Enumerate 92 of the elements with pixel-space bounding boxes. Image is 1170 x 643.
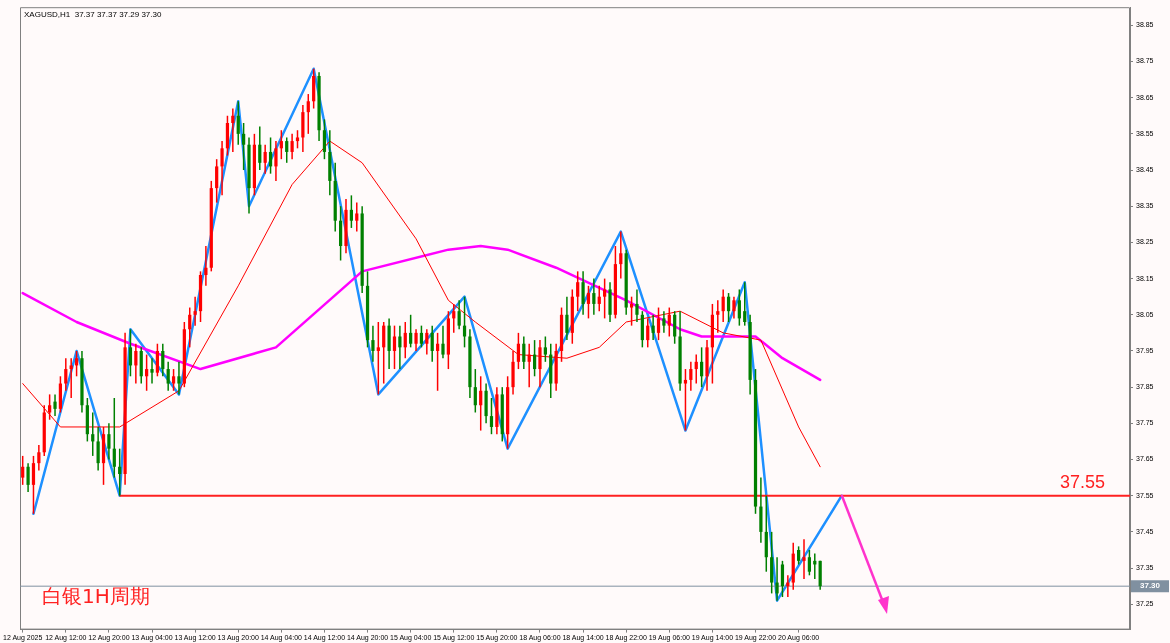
candlestick — [716, 299, 720, 334]
candlestick — [780, 560, 785, 598]
candlestick — [619, 230, 623, 280]
candlestick — [53, 393, 57, 417]
candlestick — [31, 455, 36, 515]
candlestick — [107, 422, 111, 461]
candlestick — [414, 328, 418, 352]
candlestick — [118, 447, 122, 497]
candlestick — [171, 368, 176, 392]
candlestick — [263, 143, 267, 175]
candlestick — [96, 426, 100, 472]
candlestick — [91, 411, 95, 457]
candlestick — [452, 303, 456, 334]
candlestick — [673, 310, 677, 345]
candlestick — [457, 299, 461, 331]
candlestick — [522, 335, 526, 370]
candlestick — [64, 357, 68, 392]
candlestick — [150, 357, 154, 385]
annotation: 白银1H周期 — [42, 583, 150, 608]
candlestick — [392, 324, 397, 370]
candlestick — [285, 136, 289, 164]
candlestick — [737, 288, 741, 327]
candlestick — [166, 361, 170, 392]
candlestick — [295, 129, 300, 150]
candlestick — [581, 270, 585, 316]
candlestick — [398, 324, 402, 370]
candlestick — [732, 295, 736, 320]
candlestick — [775, 556, 779, 602]
candlestick — [355, 201, 359, 233]
candlestick — [538, 339, 542, 388]
candlestick — [430, 324, 434, 363]
candlestick — [543, 335, 547, 363]
candlestick — [802, 538, 806, 580]
candlestick — [694, 353, 698, 385]
candlestick — [683, 368, 688, 432]
candlestick — [290, 133, 294, 160]
candlestick — [177, 361, 181, 396]
candlestick — [258, 125, 262, 171]
candlestick — [145, 353, 149, 392]
candlestick — [382, 321, 386, 385]
candlestick — [242, 122, 246, 171]
candlestick — [473, 368, 477, 414]
candlestick — [807, 549, 812, 577]
candlestick — [565, 295, 569, 341]
candlestick — [220, 140, 224, 197]
candlestick — [586, 285, 591, 320]
candlestick — [155, 342, 160, 378]
candlestick — [215, 158, 219, 204]
candlestick — [689, 361, 693, 392]
candlestick — [274, 140, 278, 182]
candlestick — [376, 321, 380, 396]
candlestick — [435, 332, 440, 392]
chart-title: XAGUSD,H1 37.37 37.37 37.29 37.30 — [24, 10, 162, 20]
candlestick — [651, 314, 655, 341]
candlestick — [662, 310, 666, 334]
candlestick — [306, 93, 310, 135]
ref-line-label: 37.30 — [1139, 581, 1161, 591]
candlestick — [322, 118, 327, 160]
candlestick — [419, 324, 424, 349]
candlestick — [527, 342, 531, 388]
candlestick — [592, 277, 596, 316]
candlestick — [656, 306, 661, 341]
candlestick — [37, 444, 41, 472]
candlestick — [128, 328, 133, 378]
candlestick — [629, 295, 634, 327]
candlestick — [667, 306, 671, 338]
candlestick — [371, 324, 375, 363]
candlestick — [112, 397, 116, 479]
ref-line-label: 37.55 — [1059, 471, 1105, 492]
candlestick — [489, 397, 494, 435]
candlestick — [231, 107, 235, 153]
candlestick — [576, 270, 580, 312]
candlestick — [441, 324, 445, 359]
candlestick — [635, 288, 639, 323]
candlestick — [69, 357, 73, 399]
candlestick — [797, 545, 801, 566]
candlestick — [349, 194, 353, 229]
candlestick — [597, 285, 601, 312]
candlestick — [204, 245, 208, 287]
candlestick — [743, 281, 747, 327]
candlestick — [236, 100, 240, 146]
candlestick — [161, 342, 165, 378]
candlestick — [48, 393, 52, 421]
candlestick — [26, 462, 30, 493]
candlestick — [603, 277, 607, 320]
candlestick — [425, 328, 429, 356]
candlestick — [21, 455, 25, 486]
candlestick — [193, 295, 197, 327]
candlestick — [74, 350, 79, 378]
candlestick — [279, 129, 283, 160]
candlestick — [409, 314, 413, 349]
candlestick — [516, 332, 521, 370]
